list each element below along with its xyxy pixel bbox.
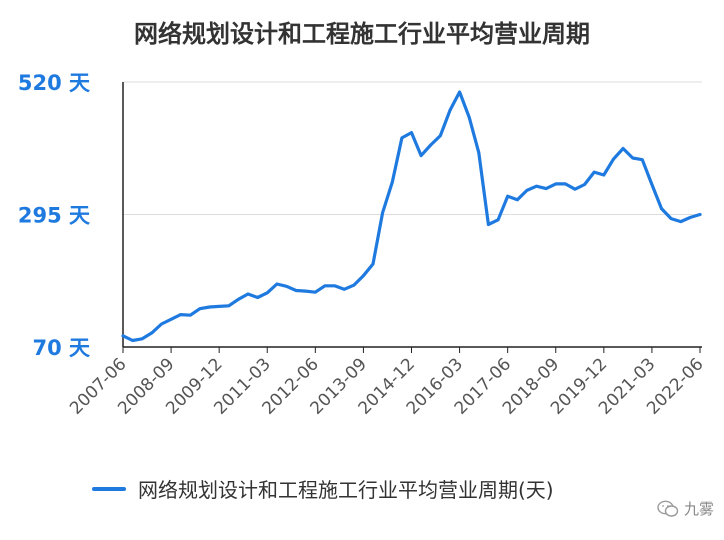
legend-swatch <box>92 486 126 491</box>
legend-label: 网络规划设计和工程施工行业平均营业周期(天) <box>138 478 554 502</box>
watermark: 九雾 <box>657 498 714 519</box>
y-tick-label: 520 天 <box>18 71 91 95</box>
y-tick-label: 70 天 <box>32 336 91 360</box>
chart-title: 网络规划设计和工程施工行业平均营业周期 <box>134 20 590 48</box>
y-tick-label: 295 天 <box>18 204 91 228</box>
wechat-icon <box>657 500 679 517</box>
watermark-text: 九雾 <box>683 500 714 518</box>
legend: 网络规划设计和工程施工行业平均营业周期(天) <box>92 474 554 503</box>
series-line <box>121 90 702 343</box>
